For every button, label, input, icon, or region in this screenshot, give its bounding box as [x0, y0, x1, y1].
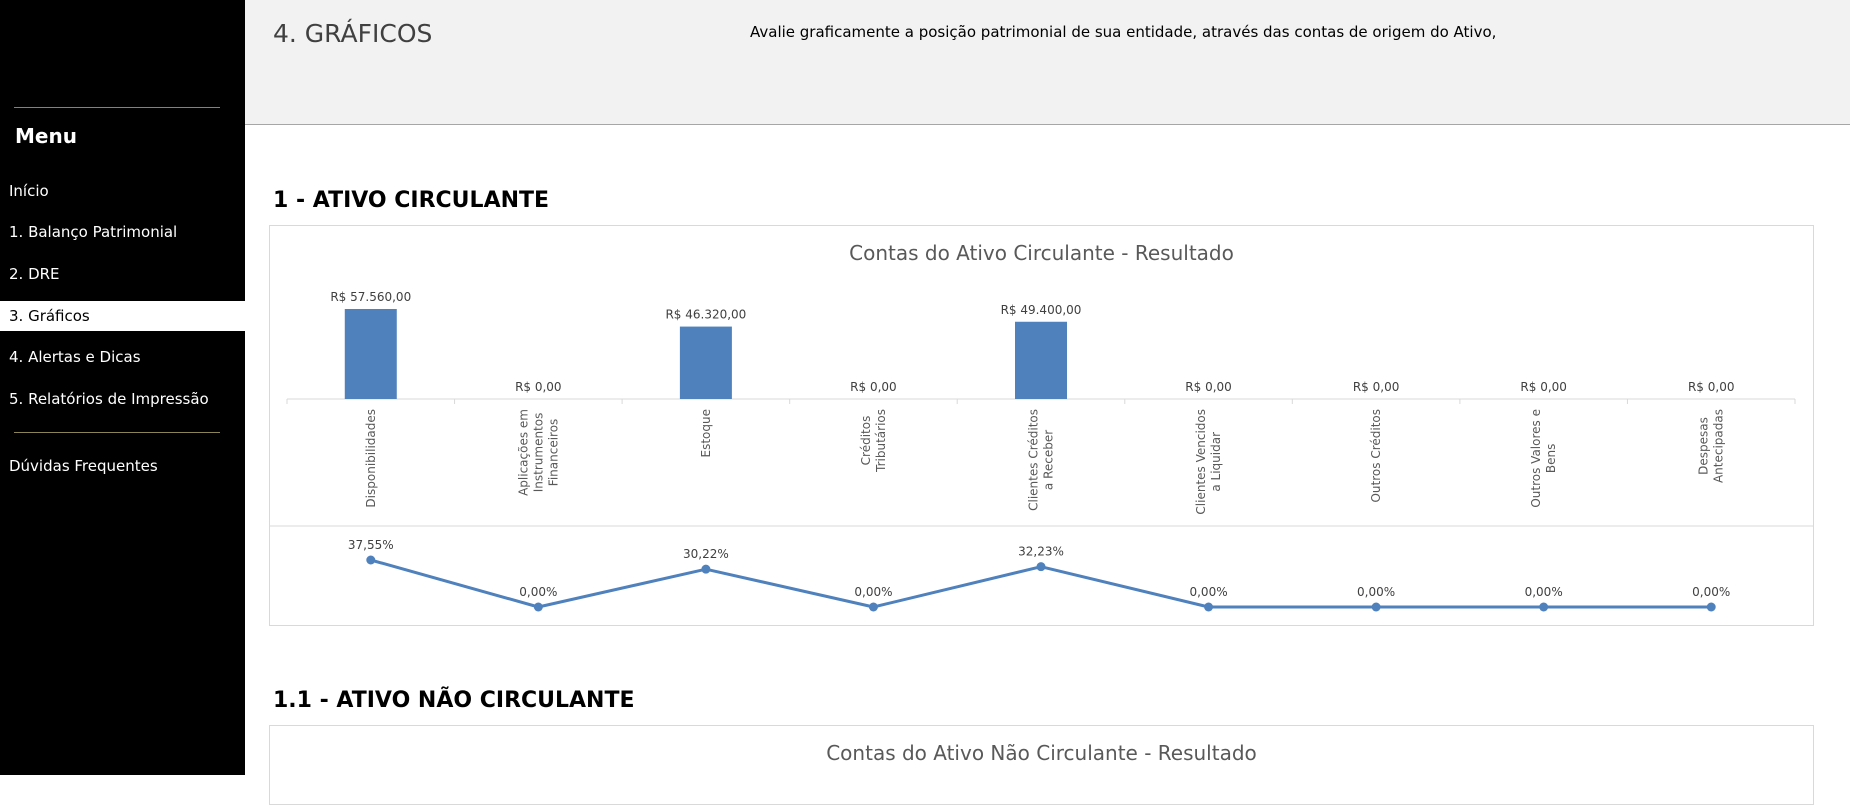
tick-label: Outros Créditos — [1369, 409, 1383, 503]
sidebar: Menu Início 1. Balanço Patrimonial 2. DR… — [0, 0, 245, 775]
tick-label: Financeiros — [546, 419, 560, 487]
category-label-group: Estoque — [699, 409, 713, 458]
data-label: R$ 0,00 — [1353, 380, 1400, 394]
page-description: Avalie graficamente a posição patrimonia… — [750, 23, 1497, 41]
chart-title: Contas do Ativo Não Circulante - Resulta… — [826, 741, 1257, 765]
bar — [679, 326, 732, 399]
chart-ativo-circulante: Contas do Ativo Circulante - Resultado R… — [269, 225, 1814, 626]
tick-label: a Liquidar — [1209, 432, 1223, 492]
data-label: 0,00% — [1357, 585, 1395, 599]
category-label-group: Aplicações em Instrumentos Financeiros — [516, 409, 560, 496]
category-label-group: Créditos Tributários — [859, 409, 888, 473]
sidebar-divider — [14, 432, 220, 433]
data-label: R$ 57.560,00 — [330, 290, 411, 304]
category-label-group: Despesas Antecipadas — [1697, 409, 1726, 483]
bar — [1015, 321, 1067, 399]
chart-title: Contas do Ativo Circulante - Resultado — [849, 241, 1234, 265]
data-label: R$ 46.320,00 — [665, 308, 746, 322]
data-label: 0,00% — [1525, 585, 1563, 599]
line-point — [868, 602, 878, 612]
menu-title: Menu — [15, 124, 77, 148]
data-label: 37,55% — [348, 538, 394, 552]
nav-item-relatorios-de-impressao[interactable]: 5. Relatórios de Impressão — [9, 390, 209, 408]
data-label: 32,23% — [1018, 545, 1064, 559]
nav-item-inicio[interactable]: Início — [9, 182, 49, 200]
tick-label: Despesas — [1697, 417, 1711, 475]
data-label: R$ 0,00 — [850, 380, 897, 394]
category-label-group: Clientes Créditos a Receber — [1027, 409, 1056, 511]
section-title-ativo-circulante: 1 - ATIVO CIRCULANTE — [273, 188, 550, 213]
tick-label: Antecipadas — [1712, 409, 1726, 483]
nav-item-duvidas-frequentes[interactable]: Dúvidas Frequentes — [9, 457, 158, 475]
tick-label: Tributários — [874, 409, 888, 473]
tick-label: a Receber — [1042, 430, 1056, 490]
line-point — [533, 602, 543, 612]
chart-ativo-nao-circulante: Contas do Ativo Não Circulante - Resulta… — [269, 725, 1814, 805]
page-title: 4. GRÁFICOS — [273, 19, 433, 48]
line-point — [1706, 602, 1716, 612]
nav-item-alertas-e-dicas[interactable]: 4. Alertas e Dicas — [9, 348, 141, 366]
line-point — [1539, 602, 1549, 612]
category-label-group: Disponibilidades — [364, 409, 378, 508]
data-label: R$ 0,00 — [1185, 380, 1232, 394]
line-point — [1371, 602, 1381, 612]
chart-ativo-circulante-plot: R$ 57.560,00 Disponibilidades R$ 0,00 Aplic… — [270, 290, 1813, 612]
category-label-group: Outros Valores e Bens — [1529, 409, 1558, 508]
data-label: R$ 0,00 — [1520, 380, 1567, 394]
page-header — [245, 0, 1850, 125]
tick-label: Clientes Vencidos — [1194, 409, 1208, 515]
section-title-ativo-nao-circulante: 1.1 - ATIVO NÃO CIRCULANTE — [273, 688, 635, 713]
line-point — [1036, 562, 1046, 572]
category-label-group: Outros Créditos — [1369, 409, 1383, 503]
data-label: 30,22% — [683, 547, 729, 561]
data-label: R$ 0,00 — [515, 380, 562, 394]
tick-label: Aplicações em — [516, 409, 530, 496]
tick-label: Bens — [1544, 444, 1558, 473]
data-label: R$ 0,00 — [1688, 380, 1735, 394]
line-point — [1204, 602, 1214, 612]
data-label: 0,00% — [519, 585, 557, 599]
tick-label: Disponibilidades — [364, 409, 378, 508]
line-point — [366, 555, 376, 565]
line-point — [701, 564, 711, 574]
tick-label: Créditos — [859, 416, 873, 466]
data-label: R$ 49.400,00 — [1001, 303, 1082, 317]
nav-item-dre[interactable]: 2. DRE — [9, 265, 60, 283]
tick-label: Clientes Créditos — [1027, 409, 1041, 511]
sidebar-divider — [14, 107, 220, 108]
data-label: 0,00% — [854, 585, 892, 599]
bar — [344, 309, 397, 399]
data-label: 0,00% — [1692, 585, 1730, 599]
nav-item-balanco-patrimonial[interactable]: 1. Balanço Patrimonial — [9, 223, 178, 241]
data-label: 0,00% — [1189, 585, 1227, 599]
nav-item-graficos[interactable]: 3. Gráficos — [0, 301, 245, 331]
tick-label: Outros Valores e — [1529, 409, 1543, 508]
category-label-group: Clientes Vencidos a Liquidar — [1194, 409, 1223, 515]
tick-label: Instrumentos — [531, 413, 545, 493]
tick-label: Estoque — [699, 409, 713, 458]
